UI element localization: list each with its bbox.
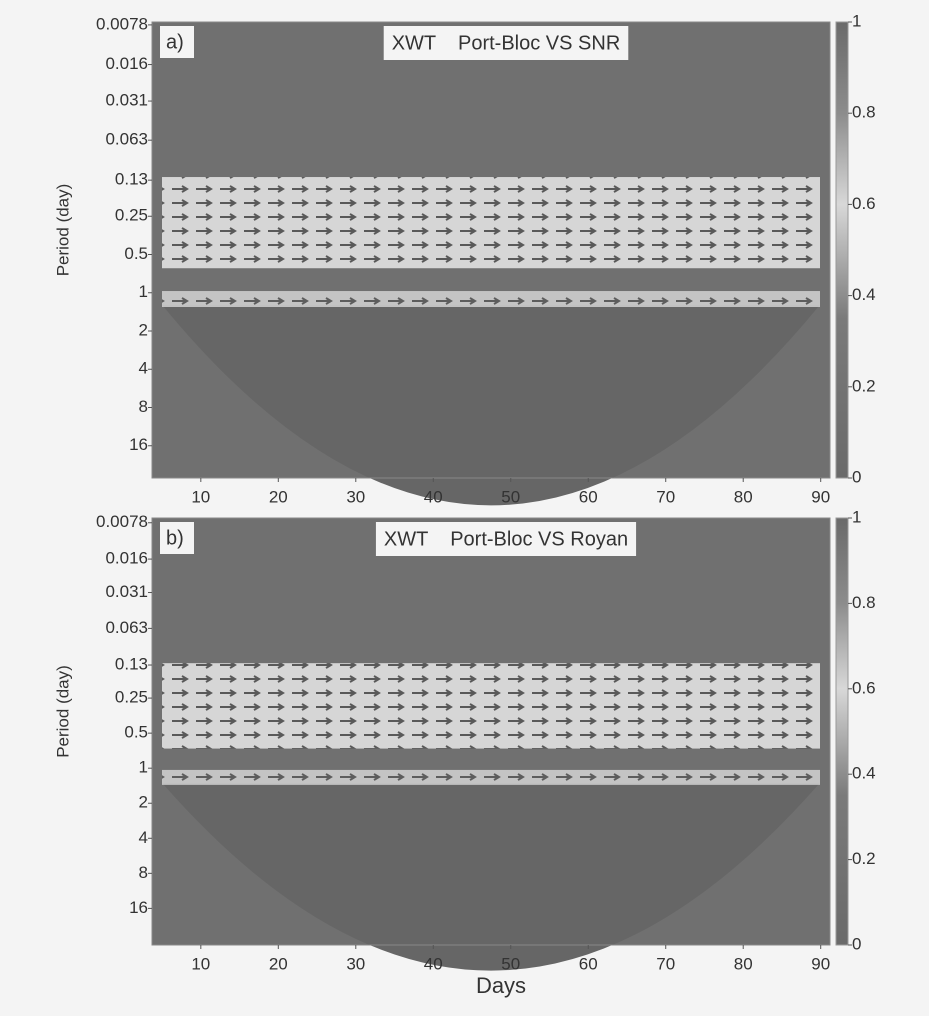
- y-tick-label: 0.031: [105, 582, 148, 601]
- panel-label-box: [160, 522, 194, 554]
- y-tick-label: 1: [139, 282, 148, 301]
- chart-title: XWT Port-Bloc VS SNR: [392, 32, 621, 54]
- y-tick-label: 0.0078: [96, 14, 148, 33]
- x-tick-label: 30: [346, 487, 365, 506]
- y-tick-label: 16: [129, 435, 148, 454]
- title-box: [375, 522, 637, 556]
- y-tick-label: 0.016: [105, 54, 148, 73]
- x-tick-label: 80: [734, 487, 753, 506]
- y-tick-label: 0.13: [115, 170, 148, 189]
- colorbar-tick-label: 1: [852, 507, 861, 526]
- colorbar: [835, 21, 849, 479]
- plot-frame: [151, 517, 831, 946]
- x-tick-label: 90: [811, 487, 830, 506]
- x-tick-label: 90: [811, 954, 830, 973]
- cone-of-influence: [162, 304, 820, 506]
- y-tick-label: 2: [139, 793, 148, 812]
- y-tick-label: 0.063: [105, 618, 148, 637]
- colorbar-tick-label: 0.4: [852, 764, 876, 783]
- colorbar-tick-label: 0.2: [852, 849, 876, 868]
- panel-label: a): [166, 31, 184, 53]
- x-tick-label: 70: [656, 487, 675, 506]
- cone-of-influence: [162, 782, 820, 971]
- colorbar-tick-label: 1: [852, 11, 861, 30]
- chart-title: XWT Port-Bloc VS Royan: [384, 528, 628, 550]
- x-tick-label: 50: [501, 487, 520, 506]
- y-tick-label: 2: [139, 320, 148, 339]
- colorbar-tick-label: 0: [852, 934, 861, 953]
- x-tick-label: 50: [501, 954, 520, 973]
- x-tick-label: 20: [269, 487, 288, 506]
- colorbar-tick-label: 0.4: [852, 285, 876, 304]
- y-tick-label: 0.5: [124, 723, 148, 742]
- panel-label-box: [160, 26, 194, 58]
- colorbar-tick-label: 0: [852, 467, 861, 486]
- y-tick-label: 0.25: [115, 688, 148, 707]
- panel-label: b): [166, 527, 184, 549]
- x-tick-label: 40: [424, 954, 443, 973]
- x-tick-label: 60: [579, 487, 598, 506]
- y-tick-label: 0.0078: [96, 512, 148, 531]
- y-tick-label: 16: [129, 898, 148, 917]
- colorbar-tick-label: 0.8: [852, 103, 876, 122]
- title-box: [383, 26, 629, 60]
- y-tick-label: 0.016: [105, 549, 148, 568]
- y-tick-label: 0.25: [115, 206, 148, 225]
- x-tick-label: 10: [191, 954, 210, 973]
- high-power-band: [162, 663, 820, 749]
- x-tick-label: 40: [424, 487, 443, 506]
- colorbar-tick-label: 0.8: [852, 593, 876, 612]
- colorbar-tick-label: 0.6: [852, 678, 876, 697]
- plot-frame: [151, 21, 831, 479]
- y-tick-label: 0.13: [115, 655, 148, 674]
- x-tick-label: 70: [656, 954, 675, 973]
- y-tick-label: 8: [139, 863, 148, 882]
- colorbar: [835, 517, 849, 946]
- y-tick-label: 8: [139, 397, 148, 416]
- x-tick-label: 20: [269, 954, 288, 973]
- x-tick-label: 60: [579, 954, 598, 973]
- x-axis-label: Days: [476, 973, 526, 998]
- y-axis-label: Period (day): [53, 184, 72, 277]
- x-tick-label: 80: [734, 954, 753, 973]
- x-tick-label: 30: [346, 954, 365, 973]
- y-tick-label: 4: [139, 828, 148, 847]
- x-tick-label: 10: [191, 487, 210, 506]
- colorbar-tick-label: 0.6: [852, 194, 876, 213]
- y-tick-label: 1: [139, 758, 148, 777]
- daily-band: [162, 769, 820, 785]
- y-tick-label: 0.5: [124, 244, 148, 263]
- high-power-band: [162, 177, 820, 269]
- y-tick-label: 0.063: [105, 130, 148, 149]
- daily-band: [162, 291, 820, 307]
- colorbar-tick-label: 0.2: [852, 376, 876, 395]
- y-axis-label: Period (day): [53, 665, 72, 758]
- y-tick-label: 4: [139, 359, 148, 378]
- y-tick-label: 0.031: [105, 91, 148, 110]
